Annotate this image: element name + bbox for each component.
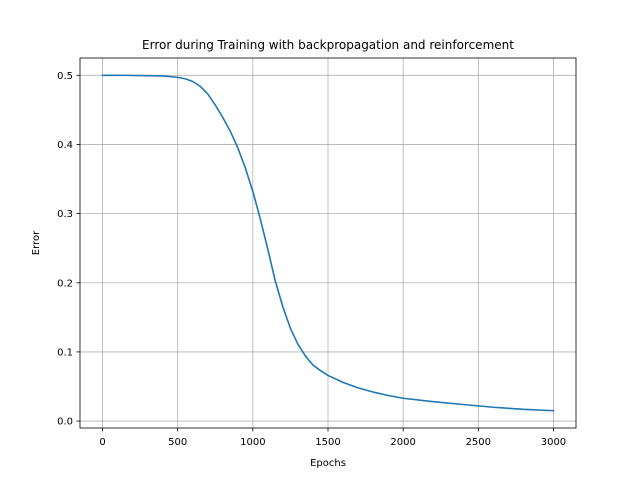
grid bbox=[80, 58, 576, 428]
y-tick-label: 0.1 bbox=[57, 347, 73, 358]
x-tick-label: 1500 bbox=[315, 437, 340, 448]
ticks: 0 500 1000 1500 2000 2500 3000 0.0 0.1 0.2 0.3 0.4 0… bbox=[57, 71, 566, 448]
x-axis-label: Epochs bbox=[310, 458, 346, 469]
x-tick-label: 3000 bbox=[541, 437, 566, 448]
y-tick-label: 0.2 bbox=[57, 278, 73, 289]
y-tick-label: 0.5 bbox=[57, 71, 73, 82]
y-tick-label: 0.0 bbox=[57, 417, 73, 428]
chart-title: Error during Training with backpropagati… bbox=[142, 38, 514, 52]
error-series-line bbox=[101, 74, 555, 412]
y-tick-label: 0.4 bbox=[57, 140, 73, 151]
x-tick-label: 500 bbox=[168, 437, 187, 448]
x-tick-label: 2000 bbox=[390, 437, 415, 448]
x-tick-label: 1000 bbox=[240, 437, 265, 448]
y-axis-label: Error bbox=[31, 230, 42, 255]
x-tick-label: 0 bbox=[99, 437, 105, 448]
x-tick-label: 2500 bbox=[466, 437, 491, 448]
y-tick-label: 0.3 bbox=[57, 209, 73, 220]
series-layer bbox=[101, 74, 555, 412]
